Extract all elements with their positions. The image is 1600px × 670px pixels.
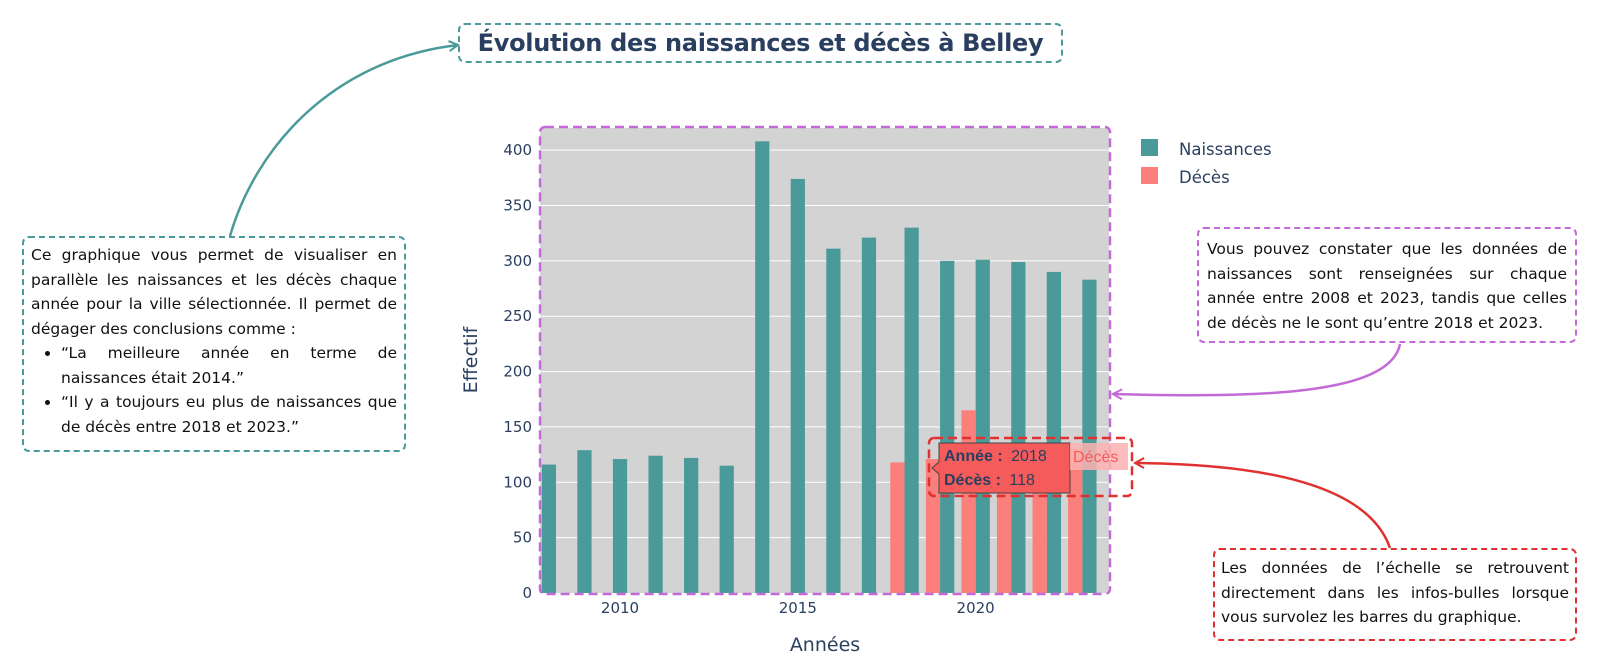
arrow-to-title <box>228 45 458 237</box>
y-tick-label: 150 <box>503 418 532 436</box>
legend-label-naissances[interactable]: Naissances <box>1179 140 1272 159</box>
bar-naissances[interactable] <box>1046 271 1061 593</box>
y-tick-label: 200 <box>503 363 532 381</box>
tooltip-highlight-box <box>927 436 1134 498</box>
y-tick-label: 250 <box>503 307 532 325</box>
bar-naissances[interactable] <box>790 178 805 593</box>
tooltip-year-label: Année : <box>944 448 1003 465</box>
annotation-bullet: “La meilleure année en terme de naissanc… <box>61 341 397 390</box>
tooltip-deaths-line: Décès : 118 <box>944 472 1035 489</box>
annotation-right-top: Vous pouvez constater que les données de… <box>1197 227 1577 343</box>
bar-naissances[interactable] <box>940 260 955 593</box>
tooltip-year-line: Année : 2018 <box>944 448 1047 465</box>
legend-label-deces[interactable]: Décès <box>1179 168 1230 187</box>
annotation-left: Ce graphique vous permet de visualiser e… <box>22 236 406 452</box>
bar-naissances[interactable] <box>1082 279 1097 593</box>
arrow-to-plot <box>1113 343 1402 395</box>
x-tick-label: 2015 <box>779 599 817 617</box>
bar-naissances[interactable] <box>648 455 663 593</box>
y-tick-label: 0 <box>522 584 532 602</box>
annotation-left-text: Ce graphique vous permet de visualiser e… <box>31 246 397 338</box>
arrow-to-tooltip <box>1135 463 1392 549</box>
legend-swatch-deces[interactable] <box>1141 167 1158 184</box>
annotation-left-bullets: “La meilleure année en terme de naissanc… <box>31 341 397 439</box>
legend: Naissances Décès <box>1141 139 1272 187</box>
bar-naissances[interactable] <box>861 237 877 593</box>
bar-deces[interactable] <box>1068 449 1083 593</box>
y-tick-label: 50 <box>513 529 532 547</box>
bar-naissances[interactable] <box>1011 261 1026 593</box>
y-axis-title: Effectif <box>460 325 482 393</box>
bar-naissances[interactable] <box>975 259 990 593</box>
tooltip-deaths-value: 118 <box>1009 472 1035 489</box>
bar-naissances[interactable] <box>577 450 592 593</box>
legend-swatch-naissances[interactable] <box>1141 139 1158 156</box>
y-tick-label: 300 <box>503 252 532 270</box>
y-axis-ticks: 0 50 100 150 200 250 300 350 400 <box>503 141 532 602</box>
chart-title-box: Évolution des naissances et décès à Bell… <box>458 23 1063 63</box>
tooltip-deaths-label: Décès : <box>944 472 1001 489</box>
bar-deces[interactable] <box>890 462 905 593</box>
tooltip-year-value: 2018 <box>1011 448 1047 465</box>
bar-naissances[interactable] <box>826 248 841 593</box>
x-tick-label: 2010 <box>601 599 639 617</box>
y-tick-label: 100 <box>503 473 532 491</box>
bar-naissances[interactable] <box>719 465 734 593</box>
x-tick-label: 2020 <box>957 599 995 617</box>
annotation-right-bottom: Les données de l’échelle se retrouvent d… <box>1213 548 1577 641</box>
bar-naissances[interactable] <box>904 227 919 593</box>
bar-naissances[interactable] <box>755 141 770 594</box>
bar-naissances[interactable] <box>684 457 699 593</box>
y-tick-label: 350 <box>503 197 532 215</box>
bar-naissances[interactable] <box>612 459 628 593</box>
bars <box>541 141 1097 594</box>
x-axis-title: Années <box>790 634 860 656</box>
x-axis-ticks: 2010 2015 2020 <box>601 599 995 617</box>
plot-area-highlight <box>538 125 1112 596</box>
tooltip-series-tag-bg <box>1070 443 1128 470</box>
tooltip-series-tag: Décès <box>1073 449 1118 466</box>
annotation-bullet: “Il y a toujours eu plus de naissances q… <box>61 390 397 439</box>
hover-tooltip: Décès Année : 2018 Décès : 118 <box>927 436 1134 498</box>
bar-naissances[interactable] <box>541 464 557 593</box>
y-tick-label: 400 <box>503 141 532 159</box>
chart-title: Évolution des naissances et décès à Bell… <box>477 29 1044 57</box>
